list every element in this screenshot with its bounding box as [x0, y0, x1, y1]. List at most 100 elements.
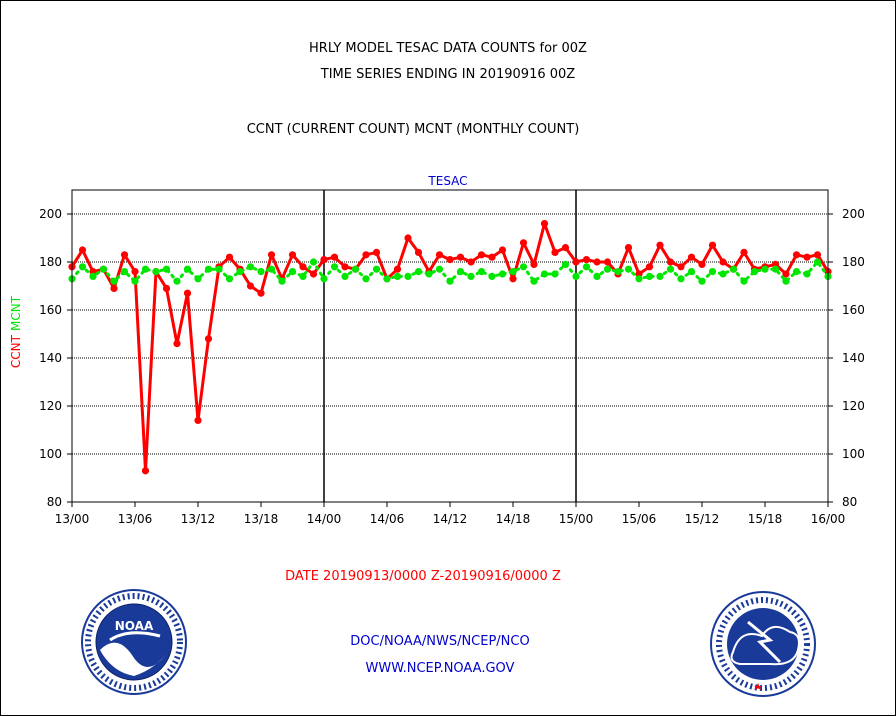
data-point-mcnt: [267, 265, 276, 273]
data-point-mcnt: [719, 270, 727, 278]
data-point-ccnt: [467, 258, 475, 266]
data-point-ccnt: [645, 263, 654, 271]
data-point-mcnt: [498, 270, 507, 278]
data-point-mcnt: [782, 277, 790, 285]
data-point-mcnt: [761, 265, 769, 273]
data-point-mcnt: [572, 272, 580, 280]
data-point-mcnt: [78, 263, 87, 271]
y-tick-label-right: 100: [842, 447, 865, 461]
data-point-ccnt: [540, 220, 549, 228]
y-tick-label-right: 200: [842, 207, 865, 221]
data-point-mcnt: [666, 265, 675, 273]
data-point-ccnt: [330, 253, 339, 261]
data-point-mcnt: [362, 275, 370, 283]
data-point-mcnt: [792, 268, 801, 276]
ylabel-mcnt: MCNT: [9, 295, 23, 331]
data-point-mcnt: [593, 272, 601, 280]
data-point-ccnt: [803, 253, 811, 261]
y-tick-label-left: 80: [47, 495, 62, 509]
data-point-mcnt: [425, 270, 433, 278]
data-point-mcnt: [540, 270, 549, 278]
data-point-mcnt: [561, 260, 570, 268]
data-point-mcnt: [351, 265, 360, 273]
data-point-ccnt: [561, 244, 570, 252]
data-point-ccnt: [782, 270, 790, 278]
data-point-mcnt: [488, 272, 496, 280]
data-point-mcnt: [120, 268, 129, 276]
data-point-ccnt: [299, 263, 307, 271]
data-point-mcnt: [131, 277, 139, 285]
data-point-mcnt: [446, 277, 454, 285]
data-point-ccnt: [204, 335, 213, 343]
y-tick-label-left: 160: [39, 303, 62, 317]
title-line2: TIME SERIES ENDING IN 20190916 00Z: [320, 67, 576, 82]
x-tick-label: 15/06: [622, 512, 657, 526]
data-point-mcnt: [257, 268, 265, 276]
data-point-mcnt: [614, 268, 622, 276]
data-point-ccnt: [498, 246, 507, 254]
y-tick-label-right: 180: [842, 255, 865, 269]
data-point-ccnt: [225, 253, 234, 261]
x-tick-label: 15/12: [685, 512, 720, 526]
data-point-ccnt: [509, 275, 517, 283]
data-point-ccnt: [110, 284, 118, 292]
data-point-mcnt: [509, 268, 517, 276]
website-link[interactable]: WWW.NCEP.NOAA.GOV: [366, 661, 515, 676]
data-point-ccnt: [488, 253, 496, 261]
data-point-mcnt: [278, 277, 286, 285]
data-point-mcnt: [110, 277, 118, 285]
data-point-mcnt: [708, 268, 717, 276]
data-point-ccnt: [341, 263, 349, 271]
data-point-ccnt: [530, 260, 538, 268]
data-point-ccnt: [582, 256, 591, 264]
data-point-mcnt: [341, 272, 349, 280]
data-point-mcnt: [803, 270, 811, 278]
data-point-ccnt: [792, 251, 801, 259]
data-point-mcnt: [645, 272, 654, 280]
data-point-mcnt: [771, 265, 780, 273]
y-tick-label-left: 140: [39, 351, 62, 365]
data-point-mcnt: [404, 272, 412, 280]
data-point-mcnt: [519, 263, 528, 271]
data-point-ccnt: [687, 253, 696, 261]
data-point-ccnt: [813, 251, 822, 259]
y-tick-label-right: 140: [842, 351, 865, 365]
data-point-mcnt: [299, 272, 307, 280]
data-point-mcnt: [225, 275, 234, 283]
data-point-ccnt: [414, 248, 423, 256]
data-point-mcnt: [414, 268, 423, 276]
data-point-mcnt: [246, 263, 255, 271]
data-point-ccnt: [288, 251, 297, 259]
data-point-mcnt: [582, 263, 591, 271]
data-point-ccnt: [677, 263, 685, 271]
data-point-mcnt: [467, 272, 475, 280]
data-point-ccnt: [393, 265, 402, 273]
x-tick-label: 14/12: [433, 512, 468, 526]
data-point-mcnt: [320, 275, 328, 283]
data-point-mcnt: [551, 270, 559, 278]
data-point-ccnt: [456, 253, 465, 261]
data-point-mcnt: [99, 265, 108, 273]
y-tick-label-right: 120: [842, 399, 865, 413]
data-point-ccnt: [194, 416, 202, 424]
data-point-ccnt: [708, 241, 717, 249]
data-point-mcnt: [215, 265, 223, 273]
ylabel-ccnt: CCNT: [9, 334, 23, 368]
data-point-ccnt: [309, 270, 318, 278]
data-point-ccnt: [372, 248, 381, 256]
x-tick-label: 14/00: [307, 512, 342, 526]
data-point-ccnt: [624, 244, 633, 252]
data-point-mcnt: [677, 275, 685, 283]
data-point-ccnt: [404, 234, 412, 242]
x-tick-label: 15/18: [748, 512, 783, 526]
data-point-mcnt: [204, 265, 213, 273]
y-tick-label-right: 80: [842, 495, 857, 509]
data-point-mcnt: [750, 268, 759, 276]
date-range: DATE 20190913/0000 Z-20190916/0000 Z: [285, 569, 561, 584]
data-point-mcnt: [530, 277, 538, 285]
series-layer: [68, 220, 832, 475]
data-point-ccnt: [362, 251, 370, 259]
data-point-ccnt: [257, 289, 265, 297]
data-point-mcnt: [456, 268, 465, 276]
